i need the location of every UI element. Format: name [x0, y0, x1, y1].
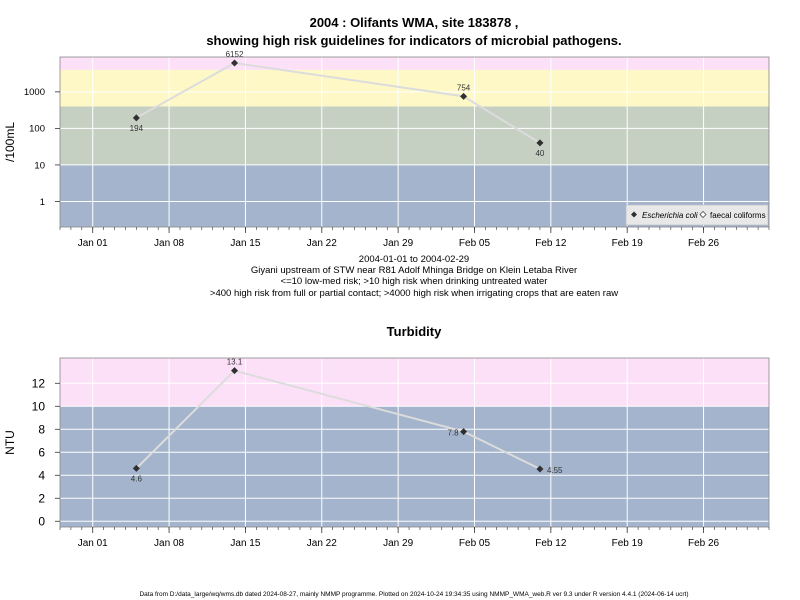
x-tick-label: Jan 29 [383, 538, 413, 549]
x-tick-label: Jan 08 [154, 238, 184, 249]
legend-label-faecal-coliforms: faecal coliforms [710, 211, 766, 220]
plot-border [59, 56, 770, 228]
data-label: 40 [535, 149, 544, 158]
y-axis-label: /100mL [3, 122, 17, 162]
legend-box [625, 204, 769, 226]
y-tick-label: 8 [38, 422, 45, 436]
y-tick-label: 10 [32, 399, 46, 413]
data-label: 7.8 [447, 429, 459, 438]
y-tick-label: 12 [32, 376, 46, 390]
data-point [231, 59, 239, 67]
y-tick-label: 1000 [24, 87, 45, 98]
y-tick-label: 0 [38, 514, 45, 528]
data-point [460, 92, 468, 100]
chart-title-line-2: showing high risk guidelines for indicat… [206, 33, 621, 48]
data-label: 4.6 [131, 474, 143, 483]
data-label: 4.55 [547, 466, 563, 475]
data-label: 754 [457, 83, 471, 92]
risk-band [60, 358, 769, 407]
subtitle-line-4: >400 high risk from full or partial cont… [210, 288, 618, 299]
x-tick-label: Jan 29 [383, 238, 413, 249]
data-point [536, 139, 544, 147]
chart-title-line-1: 2004 : Olifants WMA, site 183878 , [310, 15, 519, 30]
data-label: 13.1 [227, 358, 243, 367]
x-tick-label: Jan 01 [78, 538, 108, 549]
y-tick-label: 2 [38, 491, 45, 505]
x-tick-label: Feb 19 [612, 538, 644, 549]
footer-note: Data from D:/data_large/wq/wms.db dated … [139, 591, 688, 598]
y-tick-label: 100 [29, 124, 45, 135]
y-tick-label: 4 [38, 468, 45, 482]
y-tick-label: 1 [40, 197, 45, 208]
x-tick-label: Feb 26 [688, 238, 720, 249]
data-point [132, 114, 140, 122]
risk-band [60, 406, 769, 527]
subtitle-line-3: <=10 low-med risk; >10 high risk when dr… [281, 276, 548, 287]
data-point [132, 464, 140, 472]
data-point [536, 465, 544, 473]
turbidity-chart-title: Turbidity [387, 324, 442, 339]
subtitle-line-2: Giyani upstream of STW near R81 Adolf Mh… [251, 265, 577, 276]
y-tick-label: 6 [38, 445, 45, 459]
x-tick-label: Feb 26 [688, 538, 720, 549]
x-tick-label: Feb 05 [459, 238, 491, 249]
x-tick-label: Feb 05 [459, 538, 491, 549]
legend-marker-faecal-coliforms [699, 211, 707, 218]
legend-label-ecoli: Escherichia coli [642, 211, 698, 220]
x-tick-label: Jan 01 [78, 238, 108, 249]
series-line [135, 369, 541, 470]
data-point [460, 428, 468, 436]
x-tick-label: Jan 15 [230, 238, 260, 249]
data-point [231, 367, 239, 375]
series-line [135, 61, 541, 144]
y-axis-label: NTU [3, 430, 17, 455]
risk-band [60, 57, 769, 70]
risk-band [60, 106, 769, 165]
y-tick-label: 10 [34, 160, 45, 171]
data-label: 194 [130, 124, 144, 133]
risk-band [60, 69, 769, 107]
x-tick-label: Jan 22 [307, 538, 337, 549]
legend-marker-ecoli [631, 211, 637, 218]
x-tick-label: Feb 19 [612, 238, 644, 249]
turbidity-chart: 0 2 4 6 8 10 12 Jan 01 Jan 08 Jan 15 Jan 22 Jan 29 F… [3, 357, 770, 549]
x-tick-label: Jan 22 [307, 238, 337, 249]
x-tick-label: Feb 12 [535, 538, 567, 549]
data-label: 6152 [226, 50, 244, 59]
x-tick-label: Feb 12 [535, 238, 567, 249]
subtitle-line-1: 2004-01-01 to 2004-02-29 [359, 254, 469, 265]
x-tick-label: Jan 08 [154, 538, 184, 549]
ecoli-chart: 1 10 100 1000 Jan 01 Jan 08 Jan 15 Jan 22 Jan 29… [3, 50, 770, 249]
x-tick-label: Jan 15 [230, 538, 260, 549]
plot-border [59, 357, 770, 528]
